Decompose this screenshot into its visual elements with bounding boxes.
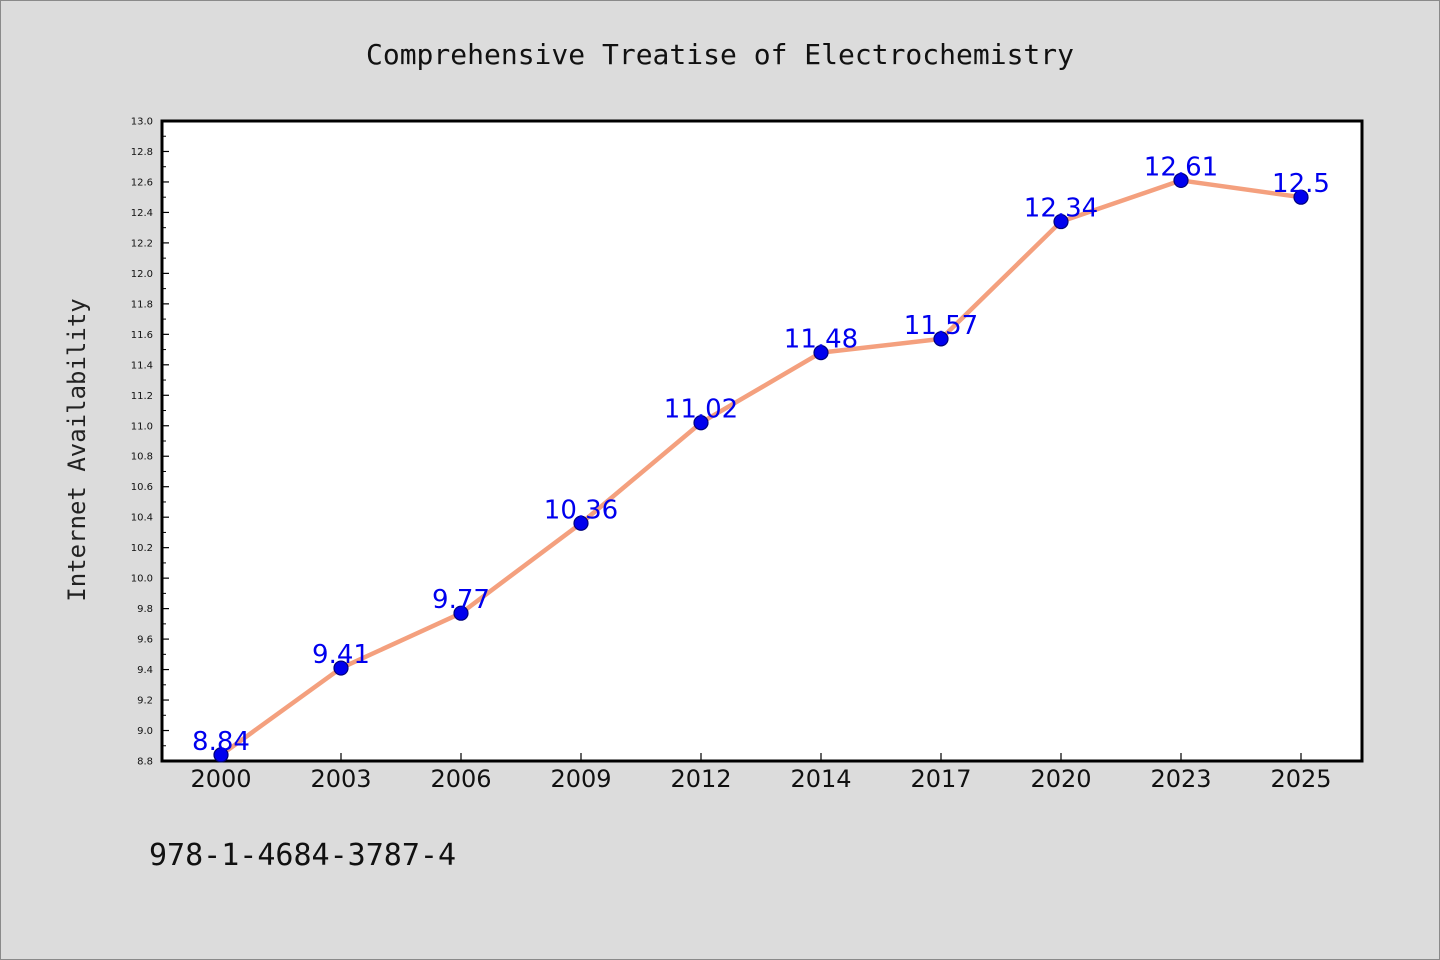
x-tick-label: 2006 [430, 765, 491, 793]
series-layer: 8.84 9.41 9.77 10.36 11.02 11.48 11.57 12.34 12.… [192, 152, 1330, 763]
y-tick-label: 10.4 [131, 513, 153, 524]
y-tick-label: 12.6 [131, 177, 153, 188]
data-point [333, 660, 349, 676]
y-tick-label: 9.0 [137, 726, 153, 737]
y-axis: 8.8 9.0 9.2 9.4 9.6 9.8 10.0 10.2 10.4 10.6 10.8 11… [131, 117, 169, 768]
data-label: 11.02 [664, 395, 738, 425]
y-tick-label: 12.0 [131, 269, 153, 280]
x-tick-label: 2003 [310, 765, 371, 793]
data-point [573, 515, 589, 531]
chart-title: Comprehensive Treatise of Electrochemist… [366, 38, 1074, 71]
x-tick-label: 2017 [910, 765, 971, 793]
x-tick-label: 2014 [790, 765, 851, 793]
y-tick-label: 11.6 [131, 330, 153, 341]
data-point [813, 345, 829, 361]
data-label: 9.41 [312, 640, 370, 670]
y-tick-label: 10.0 [131, 574, 153, 585]
y-tick-label: 13.0 [131, 117, 153, 128]
y-tick-label: 10.6 [131, 482, 153, 493]
data-point [1293, 189, 1309, 205]
x-axis: 2000 2003 2006 2009 2012 2014 2017 2020 2023 2025 [190, 753, 1332, 793]
y-tick-label: 10.2 [131, 543, 153, 554]
y-tick-label: 9.8 [137, 604, 153, 615]
y-tick-label: 12.4 [131, 208, 153, 219]
x-tick-label: 2020 [1030, 765, 1091, 793]
y-tick-label: 11.0 [131, 421, 153, 432]
series-line [218, 178, 1304, 758]
footer-isbn: 978-1-4684-3787-4 [149, 838, 456, 873]
data-point [693, 415, 709, 431]
data-point [933, 331, 949, 347]
y-tick-label: 11.2 [131, 391, 153, 402]
data-point [1053, 213, 1069, 230]
y-tick-label: 11.8 [131, 299, 153, 310]
y-tick-label: 12.2 [131, 238, 153, 249]
y-tick-label: 10.8 [131, 452, 153, 463]
y-tick-label: 9.2 [137, 696, 153, 707]
data-point [213, 747, 229, 763]
x-tick-label: 2009 [550, 765, 611, 793]
data-label: 9.77 [432, 585, 490, 615]
data-label: 8.84 [192, 727, 250, 757]
plot-area [160, 119, 1364, 763]
data-label: 11.57 [904, 311, 978, 341]
data-label: 12.5 [1272, 169, 1330, 199]
x-tick-label: 2012 [670, 765, 731, 793]
data-label: 12.34 [1024, 194, 1098, 224]
data-label: 12.61 [1144, 152, 1218, 182]
x-tick-label: 2023 [1150, 765, 1211, 793]
x-tick-label: 2025 [1270, 765, 1331, 793]
data-label: 10.36 [544, 495, 618, 525]
y-axis-label: Internet Availability [63, 298, 91, 601]
y-tick-label: 12.8 [131, 147, 153, 158]
y-tick-label: 11.4 [131, 360, 153, 371]
x-tick-label: 2000 [190, 765, 251, 793]
y-tick-label: 9.4 [137, 665, 153, 676]
data-point [1173, 172, 1189, 189]
data-label: 11.48 [784, 325, 858, 355]
y-tick-label: 9.6 [137, 635, 153, 646]
data-point [453, 605, 469, 621]
y-tick-label: 8.8 [137, 757, 153, 768]
